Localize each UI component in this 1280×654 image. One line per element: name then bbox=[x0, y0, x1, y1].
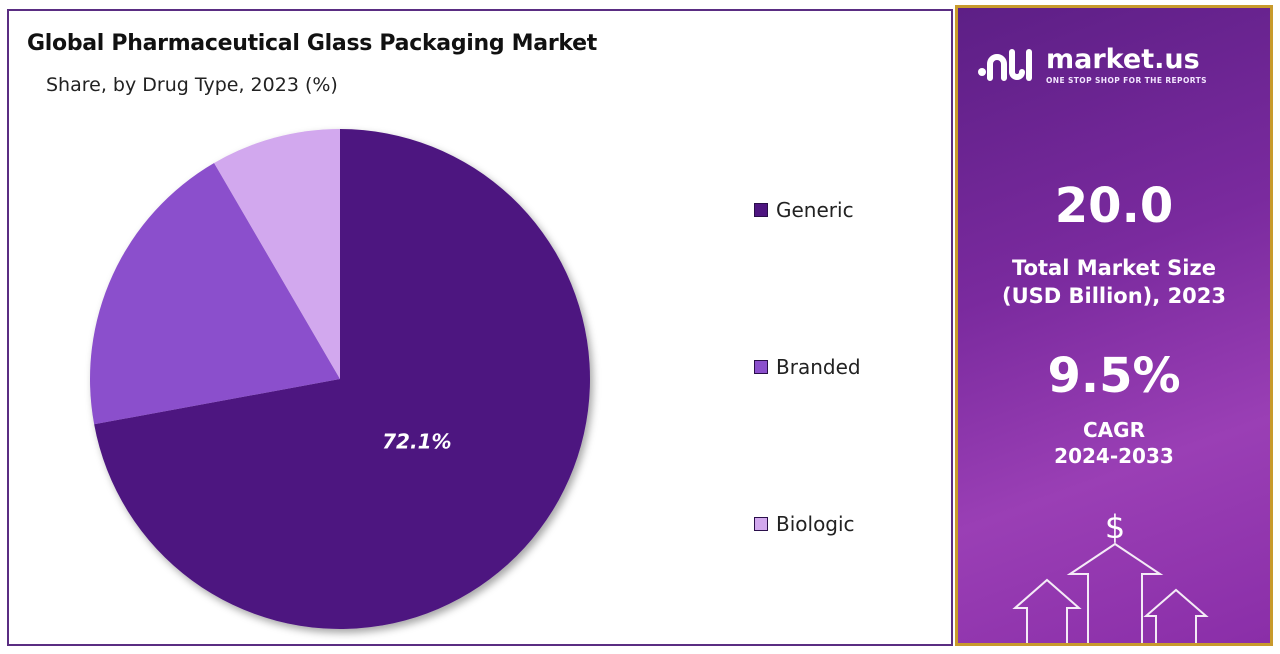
chart-panel: Global Pharmaceutical Glass Packaging Ma… bbox=[7, 9, 953, 646]
chart-title: Global Pharmaceutical Glass Packaging Ma… bbox=[27, 31, 597, 56]
legend-swatch-branded bbox=[754, 360, 768, 374]
legend-label-generic: Generic bbox=[776, 198, 854, 222]
logo-tagline: ONE STOP SHOP FOR THE REPORTS bbox=[1046, 76, 1207, 85]
legend-label-biologic: Biologic bbox=[776, 512, 855, 536]
legend-item-branded: Branded bbox=[754, 355, 861, 379]
market-us-logo-icon bbox=[978, 49, 1032, 81]
cagr-value: 9.5% bbox=[1047, 348, 1181, 404]
legend-swatch-generic bbox=[754, 203, 768, 217]
market-size-label-line2: (USD Billion), 2023 bbox=[1001, 284, 1227, 308]
summary-panel: market.us ONE STOP SHOP FOR THE REPORTS … bbox=[955, 5, 1273, 646]
market-size-label-line1: Total Market Size bbox=[1012, 256, 1216, 280]
logo-name: market.us bbox=[1046, 44, 1200, 75]
pie-slice-branded bbox=[89, 163, 340, 425]
legend-item-biologic: Biologic bbox=[754, 512, 855, 536]
cagr-label-line1: CAGR bbox=[1083, 418, 1145, 442]
pie-slice-generic bbox=[94, 129, 590, 629]
pie-slice-biologic bbox=[214, 129, 340, 379]
growth-arrows-icon: $ bbox=[1012, 508, 1209, 643]
legend-swatch-biologic bbox=[754, 517, 768, 531]
cagr-label-line2: 2024-2033 bbox=[1054, 444, 1174, 468]
legend-item-generic: Generic bbox=[754, 198, 854, 222]
legend-label-branded: Branded bbox=[776, 355, 861, 379]
pie-chart: 72.1% bbox=[89, 129, 590, 629]
logo: market.us ONE STOP SHOP FOR THE REPORTS bbox=[976, 46, 1207, 85]
dollar-icon: $ bbox=[1105, 508, 1125, 546]
data-label-generic: 72.1% bbox=[382, 429, 451, 453]
legend: Generic Branded Biologic bbox=[754, 11, 954, 648]
chart-subtitle: Share, by Drug Type, 2023 (%) bbox=[46, 74, 338, 96]
market-size-value: 20.0 bbox=[1054, 178, 1174, 234]
